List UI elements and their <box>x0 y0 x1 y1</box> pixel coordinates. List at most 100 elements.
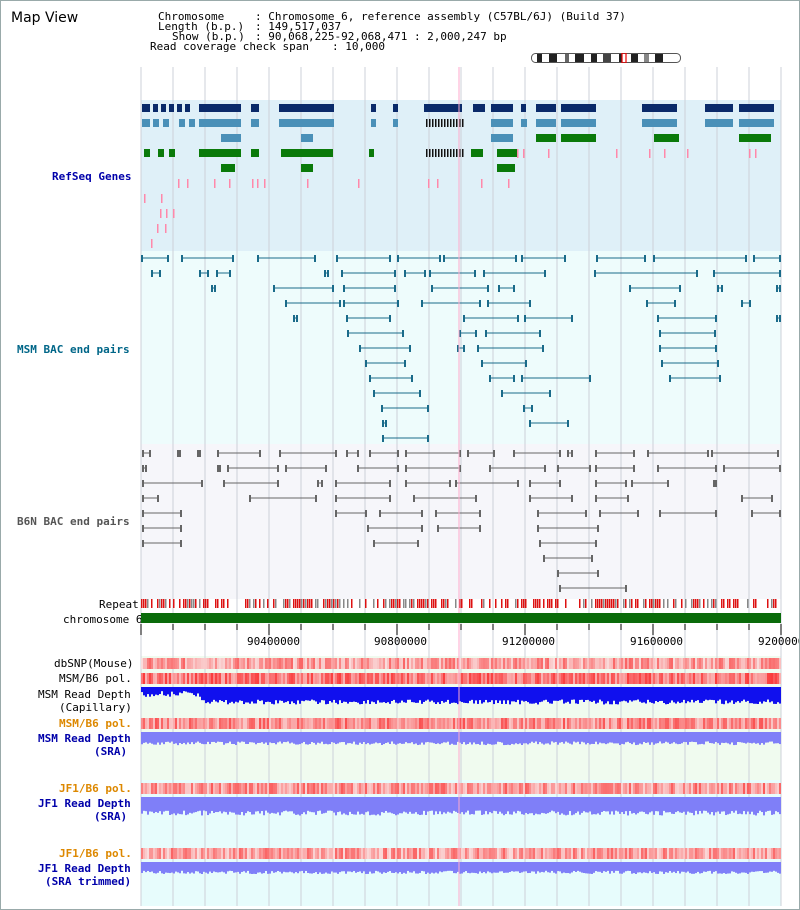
polymorphism-cell <box>757 718 759 729</box>
polymorphism-cell <box>203 718 205 729</box>
read-depth-bar <box>289 862 291 872</box>
read-depth-bar <box>193 687 195 695</box>
read-depth-bar <box>343 797 345 814</box>
repeat-mark <box>339 599 341 608</box>
polymorphism-cell <box>655 718 657 729</box>
exon-mark <box>450 119 452 127</box>
polymorphism-cell <box>379 673 381 684</box>
read-depth-bar <box>693 687 695 703</box>
pink-mark <box>687 149 689 158</box>
read-depth-bar <box>761 687 763 704</box>
polymorphism-cell <box>769 658 771 669</box>
read-depth-bar <box>365 687 367 704</box>
read-depth-bar <box>229 797 231 812</box>
polymorphism-cell <box>231 658 233 669</box>
read-depth-bar <box>667 862 669 873</box>
read-depth-bar <box>409 797 411 812</box>
read-depth-bar <box>615 862 617 871</box>
b6n-end <box>379 510 381 517</box>
read-depth-bar <box>479 862 481 872</box>
polymorphism-cell <box>245 658 247 669</box>
read-depth-bar <box>313 797 315 813</box>
polymorphism-cell <box>579 783 581 794</box>
polymorphism-cell <box>505 783 507 794</box>
polymorphism-cell <box>333 658 335 669</box>
read-depth-bar <box>709 687 711 700</box>
polymorphism-cell <box>169 848 171 859</box>
read-depth-bar <box>375 687 377 704</box>
read-depth-bar <box>677 687 679 702</box>
read-depth-bar <box>489 862 491 873</box>
polymorphism-cell <box>207 673 209 684</box>
polymorphism-cell <box>763 848 765 859</box>
repeat-mark <box>427 599 429 608</box>
polymorphism-cell <box>301 783 303 794</box>
polymorphism-cell <box>561 783 563 794</box>
polymorphism-cell <box>299 848 301 859</box>
polymorphism-cell <box>633 783 635 794</box>
read-depth-bar <box>201 797 203 816</box>
exon-mark <box>453 119 455 127</box>
polymorphism-cell <box>241 673 243 684</box>
repeat-mark <box>747 599 749 608</box>
read-depth-bar <box>735 687 737 703</box>
read-depth-bar <box>389 732 391 745</box>
read-depth-bar <box>411 687 413 703</box>
read-depth-bar <box>279 797 281 816</box>
read-depth-bar <box>359 862 361 872</box>
polymorphism-cell <box>633 673 635 684</box>
repeat-mark <box>515 599 517 608</box>
read-depth-bar <box>641 862 643 874</box>
polymorphism-cell <box>493 673 495 684</box>
polymorphism-cell <box>213 673 215 684</box>
read-depth-bar <box>625 732 627 743</box>
polymorphism-cell <box>339 848 341 859</box>
repeat-mark <box>605 599 607 608</box>
polymorphism-cell <box>613 783 615 794</box>
bac-end <box>589 375 591 382</box>
read-depth-bar <box>751 862 753 872</box>
polymorphism-cell <box>621 673 623 684</box>
polymorphism-cell <box>667 658 669 669</box>
read-depth-bar <box>519 732 521 744</box>
polymorphism-cell <box>255 848 257 859</box>
b6n-end <box>715 480 717 487</box>
polymorphism-cell <box>647 673 649 684</box>
read-depth-bar <box>695 797 697 811</box>
read-depth-bar <box>255 687 257 704</box>
read-depth-bar <box>601 862 603 873</box>
polymorphism-cell <box>777 673 779 684</box>
polymorphism-cell <box>671 658 673 669</box>
polymorphism-cell <box>505 718 507 729</box>
polymorphism-cell <box>587 718 589 729</box>
read-depth-bar <box>515 687 517 703</box>
gene-feature <box>163 119 169 127</box>
read-depth-bar <box>521 862 523 873</box>
polymorphism-cell <box>567 673 569 684</box>
polymorphism-cell <box>759 718 761 729</box>
jf1-read-depth-trimmed-label: JF1 Read Depth <box>38 862 131 875</box>
polymorphism-cell <box>191 658 193 669</box>
polymorphism-cell <box>177 658 179 669</box>
polymorphism-cell <box>759 848 761 859</box>
polymorphism-cell <box>237 718 239 729</box>
polymorphism-cell <box>383 718 385 729</box>
chromosome-ideogram[interactable] <box>531 53 681 63</box>
read-depth-bar <box>771 862 773 872</box>
polymorphism-cell <box>251 848 253 859</box>
polymorphism-cell <box>427 658 429 669</box>
polymorphism-cell <box>315 673 317 684</box>
polymorphism-cell <box>237 848 239 859</box>
polymorphism-cell <box>353 718 355 729</box>
polymorphism-cell <box>155 718 157 729</box>
b6n-end <box>321 480 323 487</box>
read-depth-bar <box>171 797 173 815</box>
polymorphism-cell <box>349 658 351 669</box>
gene-feature <box>369 149 374 157</box>
read-depth-bar <box>183 797 185 811</box>
polymorphism-cell <box>615 658 617 669</box>
read-depth-bar <box>567 687 569 702</box>
gene-feature <box>371 119 376 127</box>
bac-end <box>385 420 387 427</box>
